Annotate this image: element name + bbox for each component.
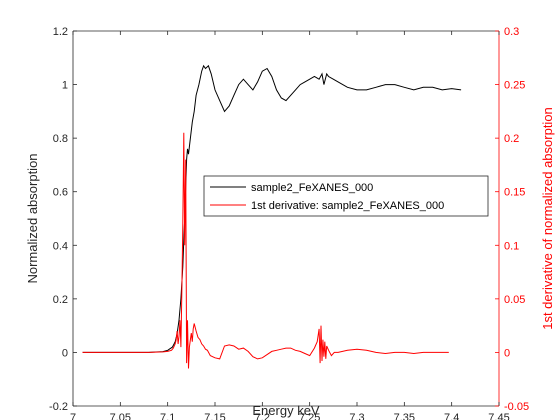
right-y-tick-label: 0.25 [504, 80, 525, 92]
x-tick-label: 7.45 [488, 412, 509, 420]
right-y-tick-label: 0 [504, 347, 510, 359]
right-y-tick-label: 0.05 [504, 294, 525, 306]
left-y-tick-label: 0 [62, 347, 68, 359]
x-tick-label: 7.4 [444, 412, 459, 420]
x-tick-label: 7.15 [204, 412, 225, 420]
right-y-tick-label: -0.05 [504, 401, 529, 413]
legend-entry-series-1: sample2_FeXANES_000 [251, 182, 373, 194]
right-y-tick-label: 0.2 [504, 133, 519, 145]
legend-entry-series-2: 1st derivative: sample2_FeXANES_000 [251, 200, 444, 212]
left-y-tick-label: 1 [62, 80, 68, 92]
right-y-tick-label: 0.1 [504, 240, 519, 252]
x-tick-label: 7.2 [255, 412, 270, 420]
left-y-tick-label: 0.6 [53, 187, 68, 199]
series-line-2 [82, 132, 449, 369]
x-tick-label: 7.05 [110, 412, 131, 420]
x-tick-label: 7.3 [349, 412, 364, 420]
plot-area [72, 30, 500, 407]
left-y-axis-ticks: -0.2 0 0.2 0.4 0.6 0.8 1 1.2 [49, 26, 77, 413]
x-axis-label: Energy keV [252, 403, 320, 418]
x-axis-ticks: 7 7.05 7.1 7.15 7.2 7.25 7.3 7.35 7.4 7.45 [70, 31, 510, 420]
left-y-tick-label: 1.2 [53, 26, 68, 38]
right-y-axis-label: 1st derivative of normalized absorption [540, 107, 555, 330]
x-tick-label: 7.25 [299, 412, 320, 420]
x-tick-label: 7.1 [160, 412, 175, 420]
right-y-tick-label: 0.15 [504, 187, 525, 199]
left-y-tick-label: 0.4 [53, 240, 68, 252]
x-tick-label: 7 [70, 412, 76, 420]
x-tick-label: 7.35 [394, 412, 415, 420]
left-y-tick-label: -0.2 [49, 401, 68, 413]
left-y-tick-label: 0.8 [53, 133, 68, 145]
right-y-axis-ticks: -0.05 0 0.05 0.1 0.15 0.2 0.25 0.3 [495, 26, 529, 413]
legend: sample2_FeXANES_000 1st derivative: samp… [203, 175, 489, 217]
left-y-tick-label: 0.2 [53, 294, 68, 306]
legend-box [203, 175, 489, 217]
right-y-tick-label: 0.3 [504, 26, 519, 38]
left-y-axis-label: Normalized absorption [25, 153, 40, 283]
